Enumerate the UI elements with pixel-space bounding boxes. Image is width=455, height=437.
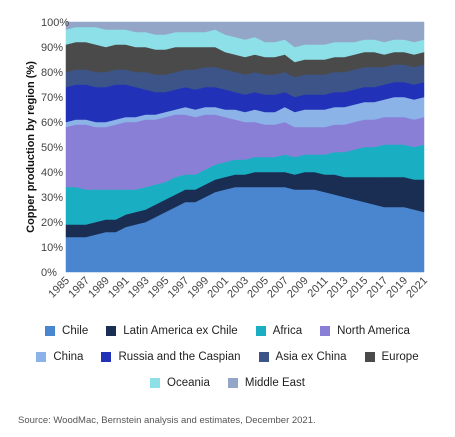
legend-swatch [101,352,112,362]
legend-row: China Russia and the Caspian Asia ex China… [0,344,455,370]
x-tick-label: 1997 [166,275,192,301]
area-middle-east [65,21,425,48]
y-tick-label: 10% [41,242,63,254]
legend-label: Latin America ex Chile [123,325,238,337]
y-tick-label: 90% [41,42,63,54]
legend-swatch [255,326,266,336]
legend-item: Africa [255,325,303,337]
y-tick-label: 60% [41,117,63,129]
legend-item: Asia ex China [258,351,347,363]
x-tick-label: 1999 [186,275,212,301]
legend-item: North America [320,325,410,337]
area-series-group [65,21,425,273]
x-tick-label: 2003 [225,275,251,301]
x-tick-label: 2017 [365,275,391,301]
y-tick-label: 40% [41,167,63,179]
x-tick-label: 2009 [285,275,311,301]
x-tick-label: 2021 [404,275,430,301]
legend-item: Russia and the Caspian [101,351,241,363]
x-tick-label: 1991 [106,275,132,301]
x-tick-label: 2007 [265,275,291,301]
legend-swatch [150,378,161,388]
y-tick-label: 80% [41,67,63,79]
legend-label: Chile [62,325,89,337]
y-axis-ticks: 0% 10% 20% 30% 40% 50% 60% 70% 80% 90% 100% [41,17,69,279]
legend-row: Oceania Middle East [0,370,455,396]
legend-label: Oceania [167,377,210,389]
legend-item: Oceania [150,377,210,389]
y-tick-label: 70% [41,92,63,104]
legend-label: Europe [381,351,419,363]
legend-swatch [227,378,238,388]
legend-item: Latin America ex Chile [106,325,238,337]
y-tick-label: 30% [41,192,63,204]
x-tick-label: 1993 [126,275,152,301]
x-tick-label: 1989 [86,275,112,301]
legend-label: Africa [272,325,303,337]
x-tick-label: 2019 [384,275,410,301]
legend-label: North America [337,325,410,337]
source-note: Source: WoodMac, Bernstein analysis and … [18,415,316,426]
legend-label: Russia and the Caspian [118,351,241,363]
legend-item: Chile [45,325,88,337]
legend-item: Middle East [227,377,305,389]
y-axis-label: Copper production by region (%) [25,61,37,233]
chart-legend: Chile Latin America ex Chile Africa North A… [0,318,455,396]
y-tick-label: 0% [41,267,57,279]
legend-swatch [320,326,331,336]
y-tick-label: 50% [41,142,63,154]
legend-label: Middle East [244,377,305,389]
x-tick-label: 2005 [245,275,271,301]
legend-label: China [53,351,84,363]
legend-label: Asia ex China [275,351,347,363]
x-tick-label: 1995 [146,275,172,301]
x-tick-label: 2013 [325,275,351,301]
legend-swatch [258,352,269,362]
legend-swatch [106,326,117,336]
x-tick-label: 2011 [306,275,331,300]
x-tick-label: 2015 [345,275,371,301]
legend-row: Chile Latin America ex Chile Africa North A… [0,318,455,344]
legend-item: China [36,351,83,363]
legend-swatch [36,352,47,362]
legend-swatch [45,326,56,336]
x-tick-label: 2001 [205,275,231,301]
y-tick-label: 100% [41,17,69,29]
x-tick-label: 1987 [66,275,92,301]
y-tick-label: 20% [41,217,63,229]
x-axis-ticks: 1985198719891991199319951997199920012003… [46,275,430,301]
stacked-area-chart: 0% 10% 20% 30% 40% 50% 60% 70% 80% 90% 100% 198519… [25,17,430,301]
legend-swatch [364,352,375,362]
legend-item: Europe [364,351,419,363]
